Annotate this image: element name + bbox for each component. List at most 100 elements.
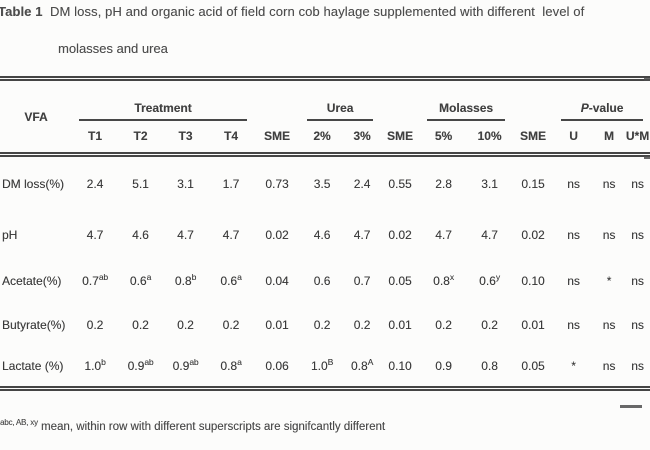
- data-cell: 4.7: [353, 227, 371, 242]
- data-cell: 0.9ab: [127, 357, 154, 374]
- group-header-spacer: [254, 79, 300, 121]
- data-cell: 0.73: [265, 176, 289, 191]
- data-cell: 0.2: [481, 317, 498, 332]
- group-header-row: VFA Treatment Urea Molasses P-value: [0, 79, 650, 124]
- data-cell: 0.10: [388, 359, 412, 374]
- table-caption-line1: Table 1 DM loss, pH and organic acid of …: [0, 4, 650, 19]
- group-header-p-value: P-value: [554, 79, 650, 121]
- data-cell: 0.01: [521, 317, 545, 332]
- scan-artifact-bottom-rule: [620, 405, 642, 408]
- table-row: Butyrate(%) 0.2 0.2 0.2 0.2 0.01 0.2 0.2 0.01 0.2…: [0, 303, 650, 347]
- data-cell: ns: [631, 227, 644, 242]
- data-cell: 2.4: [86, 176, 104, 191]
- row-label: Acetate(%): [2, 273, 62, 288]
- data-cell: 0.9: [435, 359, 452, 374]
- data-cell: 0.06: [265, 359, 289, 374]
- table-row: Acetate(%) 0.7ab 0.6a 0.8b 0.6a 0.04 0.6 0.7 0.0…: [0, 259, 650, 303]
- column-header: SME: [264, 129, 291, 144]
- data-cell: 0.8: [481, 359, 498, 374]
- data-cell: ns: [567, 273, 580, 288]
- table-body: DM loss(%) 2.4 5.1 3.1 1.7 0.73 3.5 2.4 0.55 2.8 3…: [0, 155, 650, 389]
- data-cell: 0.05: [388, 273, 412, 288]
- data-cell: ns: [631, 176, 644, 191]
- data-cell: ns: [567, 317, 580, 332]
- column-header: T3: [178, 129, 193, 144]
- data-cell: 4.7: [435, 227, 452, 242]
- data-cell: ns: [567, 227, 580, 242]
- data-cell: 1.0b: [84, 357, 106, 374]
- data-cell: 4.7: [86, 227, 104, 242]
- column-header: U*M: [625, 129, 650, 144]
- data-cell: 0.02: [521, 227, 545, 242]
- table-footnote: abc, AB, xy mean, within row with differ…: [0, 418, 650, 434]
- data-cell: 2.4: [353, 176, 371, 191]
- data-cell: 0.02: [388, 227, 412, 242]
- column-header: M: [604, 129, 615, 144]
- data-cell: ns: [567, 176, 580, 191]
- data-cell: 0.6a: [129, 271, 152, 288]
- data-cell: 2.8: [435, 176, 452, 191]
- data-cell: 4.6: [132, 227, 149, 242]
- data-cell: 0.02: [265, 227, 289, 242]
- data-cell: 0.9ab: [172, 357, 199, 374]
- data-cell: 3.5: [313, 176, 331, 191]
- data-cell: 0.8A: [350, 357, 374, 374]
- row-label: pH: [2, 227, 18, 242]
- table-number-label: Table 1: [0, 4, 43, 19]
- data-cell: 0.6y: [479, 271, 500, 288]
- column-header: T2: [133, 129, 148, 144]
- column-header: SME: [520, 129, 547, 144]
- column-header: 2%: [313, 129, 331, 144]
- data-cell: 0.8a: [220, 357, 242, 374]
- footnote-superscript-key: abc, AB, xy: [0, 418, 38, 427]
- data-cell: 4.7: [177, 227, 194, 242]
- table-row: Lactate (%) 1.0b 0.9ab 0.9ab 0.8a 0.06 1.0B 0.8…: [0, 347, 650, 389]
- footnote-text: mean, within row with different superscr…: [41, 421, 386, 433]
- data-cell: ns: [631, 273, 644, 288]
- data-cell: 0.8b: [174, 271, 197, 288]
- row-label: DM loss(%): [2, 176, 64, 191]
- data-cell: 1.0B: [310, 357, 334, 374]
- column-header: T1: [87, 129, 102, 144]
- column-header: 3%: [353, 129, 371, 144]
- data-cell: 0.2: [86, 317, 104, 332]
- data-cell: ns: [631, 359, 644, 374]
- data-cell: 5.1: [132, 176, 149, 191]
- data-cell: 4.6: [313, 227, 331, 242]
- column-header: 10%: [477, 129, 502, 144]
- column-header: SME: [387, 129, 414, 144]
- data-cell: 0.01: [388, 317, 412, 332]
- data-cell: 0.2: [177, 317, 194, 332]
- data-cell: 4.7: [222, 227, 240, 242]
- data-cell: 0.6a: [220, 271, 242, 288]
- corner-header-vfa: VFA: [24, 109, 48, 124]
- data-cell: *: [606, 273, 612, 288]
- data-cell: *: [571, 359, 576, 374]
- data-cell: 0.10: [521, 273, 545, 288]
- scan-artifact-mid-rule: [644, 156, 650, 159]
- data-cell: 0.05: [521, 359, 545, 374]
- table-row: pH 4.7 4.6 4.7 4.7 0.02 4.6 4.7 0.02 4.7 4.7 0.02 ns…: [0, 211, 650, 259]
- table-row: DM loss(%) 2.4 5.1 3.1 1.7 0.73 3.5 2.4 0.55 2.8 3…: [0, 155, 650, 211]
- data-cell: 0.01: [265, 317, 289, 332]
- data-cell: 0.2: [313, 317, 331, 332]
- scan-artifact-top-rule: [644, 78, 650, 81]
- data-cell: 3.1: [177, 176, 194, 191]
- data-cell: 0.2: [435, 317, 452, 332]
- table-caption-text: DM loss, pH and organic acid of field co…: [49, 4, 585, 19]
- data-cell: 0.7: [353, 273, 371, 288]
- data-cell: 0.2: [222, 317, 240, 332]
- data-cell: 0.2: [132, 317, 149, 332]
- data-cell: 0.04: [265, 273, 289, 288]
- group-header-spacer: [380, 79, 420, 121]
- data-cell: ns: [602, 227, 616, 242]
- row-label: Butyrate(%): [2, 317, 66, 332]
- data-cell: ns: [602, 176, 616, 191]
- group-header-molasses: Molasses: [420, 79, 512, 121]
- group-header-treatment: Treatment: [72, 79, 254, 121]
- group-header-spacer: [512, 79, 554, 121]
- data-cell: 0.55: [388, 176, 412, 191]
- data-cell: 0.6: [313, 273, 331, 288]
- data-cell: 0.15: [521, 176, 545, 191]
